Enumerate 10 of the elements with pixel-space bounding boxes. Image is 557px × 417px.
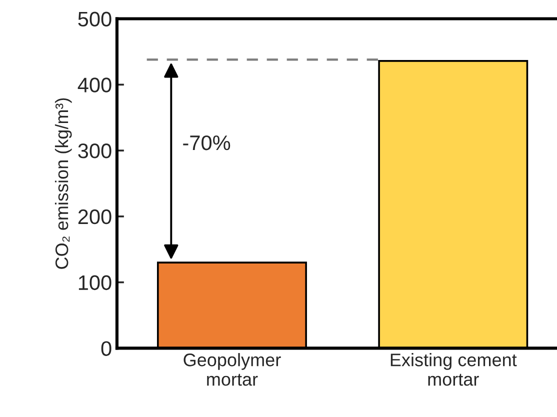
x-tick-label: Existing cement mortar bbox=[390, 353, 517, 386]
y-tick-label: 100 bbox=[78, 275, 112, 290]
y-tick-label: 0 bbox=[101, 341, 112, 356]
y-tick-label: 400 bbox=[78, 78, 112, 92]
x-tick-label: Geopolymer mortar bbox=[184, 353, 281, 386]
y-tick-label: 300 bbox=[78, 144, 112, 158]
annotation: -70% bbox=[183, 135, 230, 150]
y-tick-label: 200 bbox=[78, 209, 112, 224]
y-tick-label: 500 bbox=[78, 12, 112, 27]
y-axis-title: CO₂ emission (kg/m³) bbox=[54, 98, 72, 269]
